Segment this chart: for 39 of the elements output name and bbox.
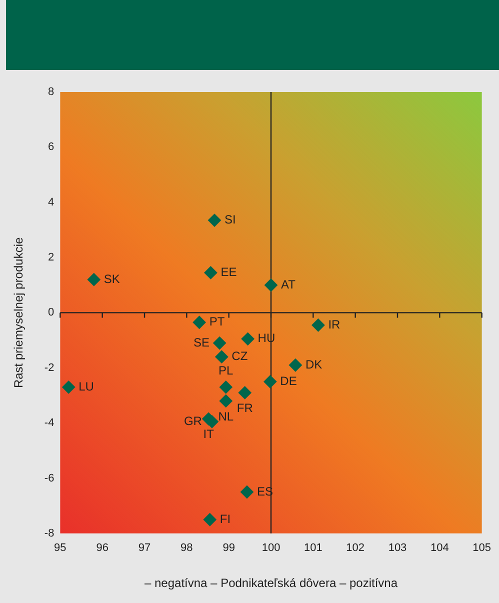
annotation: EE — [220, 265, 237, 280]
x-tick-label: 101 — [304, 542, 322, 554]
y-tick-label: -2 — [44, 362, 54, 374]
annotation: SE — [194, 335, 210, 350]
y-tick-label: 6 — [48, 141, 54, 154]
x-tick-label: 97 — [138, 542, 151, 554]
annotation: CZ — [232, 349, 248, 364]
annotation: LU — [78, 380, 94, 394]
annotation: FI — [220, 512, 231, 526]
x-tick-label: 99 — [222, 542, 235, 554]
annotation: AT — [281, 277, 296, 292]
annotation: DK — [305, 357, 322, 372]
annotation: SK — [104, 272, 120, 286]
x-tick-label: 103 — [388, 542, 407, 554]
x-tick-label: 105 — [472, 542, 492, 554]
y-tick-label: 0 — [48, 306, 54, 319]
annotation: PT — [209, 314, 226, 329]
x-tick-label: 100 — [262, 542, 280, 554]
x-tick-label: 102 — [346, 542, 365, 554]
x-tick-label: 95 — [54, 542, 66, 554]
annotation: FR — [236, 401, 254, 416]
y-tick-label: 8 — [48, 86, 54, 98]
y-tick-label: 4 — [48, 196, 54, 208]
y-tick-label: 2 — [48, 252, 54, 264]
x-axis-title: – negatívna – Podnikateľská dôvera – pozitívna — [144, 576, 398, 590]
annotation: IR — [328, 317, 341, 332]
x-tick-label: 104 — [430, 542, 449, 554]
y-tick-label: -6 — [44, 472, 54, 484]
annotation: IT — [203, 427, 215, 442]
y-tick-label: -4 — [44, 417, 54, 430]
annotation: NL — [218, 409, 234, 424]
annotation: PL — [218, 364, 234, 378]
y-tick-label: -8 — [44, 527, 54, 540]
annotation: GR — [184, 414, 202, 428]
x-tick-label: 98 — [180, 542, 193, 554]
annotation: DE — [280, 374, 297, 388]
annotation: SI — [224, 212, 236, 227]
x-tick-label: 96 — [96, 542, 108, 554]
y-axis-title: Rast priemyselnej produkcie — [12, 237, 26, 388]
